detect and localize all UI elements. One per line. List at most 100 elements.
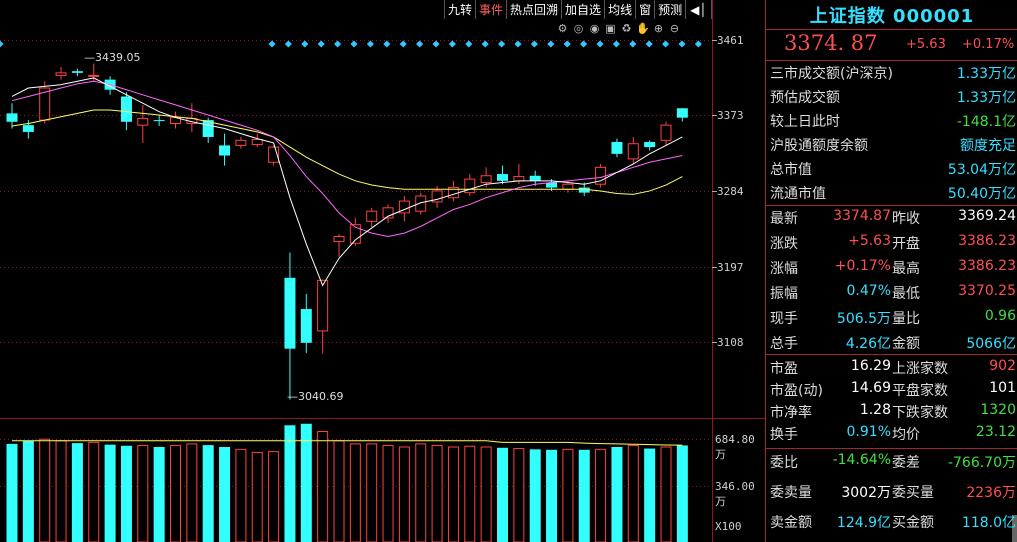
volume-bar bbox=[284, 425, 296, 542]
toolbar-forecast-button[interactable]: 预测 bbox=[655, 0, 687, 19]
candle-body bbox=[546, 182, 558, 188]
candle-body bbox=[71, 71, 83, 73]
volume-bar bbox=[71, 443, 83, 542]
candle-body bbox=[120, 96, 132, 122]
trash-icon[interactable]: ♻ bbox=[621, 22, 632, 35]
event-marker bbox=[514, 40, 522, 48]
index-title: 上证指数 000001 bbox=[809, 6, 975, 27]
volume-bar bbox=[415, 443, 427, 542]
volume-bar bbox=[300, 423, 312, 542]
toolbar-hotspot-button[interactable]: 热点回溯 bbox=[507, 0, 563, 19]
volume-bar bbox=[447, 446, 459, 542]
candle-body bbox=[22, 125, 34, 132]
volume-axis-label: 684.80万 bbox=[715, 433, 755, 461]
quote-value: 5066亿 bbox=[966, 336, 1016, 352]
quote-row: 总手 4.26亿 金额 5066亿 bbox=[766, 330, 1017, 355]
candle-body bbox=[300, 309, 312, 343]
quote-value: 0.96 bbox=[984, 308, 1016, 324]
volume-bar bbox=[104, 444, 116, 542]
summary-value: 50.40万亿 bbox=[947, 186, 1016, 202]
summary-row: 预估成交额 1.33万亿 bbox=[766, 85, 1017, 109]
quote-row: 现手 506.5万 量比 0.96 bbox=[766, 305, 1017, 330]
event-marker bbox=[694, 40, 702, 48]
event-marker bbox=[317, 40, 325, 48]
price-axis-label: 3461 bbox=[717, 34, 744, 47]
orders-value: 2236万 bbox=[966, 485, 1016, 501]
orders-value: 118.0亿 bbox=[961, 515, 1016, 531]
summary-row: 总市值 53.04万亿 bbox=[766, 157, 1017, 181]
stats-label: 均价 bbox=[892, 427, 920, 443]
candle-body bbox=[660, 124, 672, 141]
chart-area[interactable]: 九转 事件 热点回溯 加自选 均线 窗 预测 ◀│ ⚙ ◎ ◉ ▣ ♻ ✋ ⊕ … bbox=[0, 0, 765, 542]
summary-label: 流通市值 bbox=[770, 186, 826, 202]
toolbar-add-watchlist-button[interactable]: 加自选 bbox=[562, 0, 606, 19]
candle-body bbox=[6, 113, 18, 122]
candle-body bbox=[202, 120, 214, 137]
scrollbar[interactable] bbox=[1012, 515, 1017, 542]
quote-panel: 上证指数 000001 3374. 87 +5.63 +0.17% 三市成交额(… bbox=[765, 0, 1017, 542]
eye-icon[interactable]: ◉ bbox=[589, 22, 600, 35]
quote-label: 最新 bbox=[770, 211, 798, 227]
hand-icon[interactable]: ✋ bbox=[636, 22, 650, 35]
stats-label: 平盘家数 bbox=[892, 383, 948, 399]
candle-body bbox=[611, 142, 623, 154]
quote-row: 涨幅 +0.17% 最高 3386.23 bbox=[766, 255, 1017, 280]
volume-bar bbox=[120, 445, 132, 542]
collapse-panel-icon[interactable]: ◀│ bbox=[686, 0, 712, 19]
volume-bar bbox=[137, 444, 149, 542]
stats-label: 市盈(动) bbox=[770, 383, 823, 399]
candle-body bbox=[562, 183, 574, 190]
settings-icon[interactable]: ⚙ bbox=[557, 22, 568, 35]
quote-value: 3370.25 bbox=[958, 283, 1016, 299]
briefcase-icon[interactable]: ▣ bbox=[605, 22, 616, 35]
quote-value: 4.26亿 bbox=[845, 336, 891, 352]
zoom-out-icon[interactable]: ⊖ bbox=[669, 22, 680, 35]
candle-body bbox=[284, 277, 296, 349]
kline-chart[interactable] bbox=[0, 0, 765, 542]
stats-value: 902 bbox=[989, 358, 1016, 374]
last-price: 3374. 87 bbox=[784, 31, 878, 55]
high-price-annotation: —3439.05 bbox=[84, 51, 141, 64]
volume-bar bbox=[251, 451, 263, 542]
orders-value: 3002万 bbox=[841, 485, 891, 501]
volume-bar bbox=[88, 441, 100, 542]
event-marker bbox=[498, 40, 506, 48]
candle-body bbox=[153, 120, 165, 122]
volume-bar bbox=[578, 449, 590, 542]
orders-label: 卖金额 bbox=[770, 515, 812, 531]
orders-label: 买金额 bbox=[892, 515, 934, 531]
orders-value: -766.70万 bbox=[947, 455, 1016, 471]
volume-bar bbox=[595, 448, 607, 542]
quote-value: 3386.23 bbox=[958, 233, 1016, 249]
candle-body bbox=[268, 146, 280, 163]
toolbar-jiuzhuan-button[interactable]: 九转 bbox=[445, 0, 477, 19]
zoom-in-icon[interactable]: ⊕ bbox=[653, 22, 664, 35]
event-marker bbox=[448, 40, 456, 48]
quote-value: 3374.87 bbox=[833, 208, 891, 224]
chart-tool-icons: ⚙ ◎ ◉ ▣ ♻ ✋ ⊕ ⊖ bbox=[556, 22, 681, 35]
summary-label: 预估成交额 bbox=[770, 90, 840, 106]
quote-value: 3386.23 bbox=[958, 258, 1016, 274]
orders-label: 委差 bbox=[892, 455, 920, 471]
volume-bar bbox=[398, 446, 410, 542]
quote-value: 0.47% bbox=[846, 283, 891, 299]
toolbar-events-button[interactable]: 事件 bbox=[476, 0, 508, 19]
orders-row: 卖金额 124.9亿 买金额 118.0亿 bbox=[766, 509, 1017, 534]
target-icon[interactable]: ◎ bbox=[573, 22, 584, 35]
event-marker bbox=[383, 40, 391, 48]
toolbar-window-button[interactable]: 窗 bbox=[636, 0, 656, 19]
toolbar-ma-button[interactable]: 均线 bbox=[605, 0, 637, 19]
volume-bar bbox=[480, 446, 492, 542]
quote-label: 振幅 bbox=[770, 286, 798, 302]
stats-label: 上涨家数 bbox=[892, 361, 948, 377]
candle-body bbox=[382, 207, 394, 219]
volume-unit-label: X100 bbox=[715, 520, 742, 533]
stats-label: 市净率 bbox=[770, 405, 812, 421]
stats-value: 101 bbox=[989, 380, 1016, 396]
event-marker bbox=[416, 40, 424, 48]
volume-bar bbox=[546, 449, 558, 542]
volume-bar bbox=[202, 445, 214, 542]
stats-label: 换手 bbox=[770, 427, 798, 443]
event-marker bbox=[465, 40, 473, 48]
volume-bar bbox=[529, 449, 541, 542]
